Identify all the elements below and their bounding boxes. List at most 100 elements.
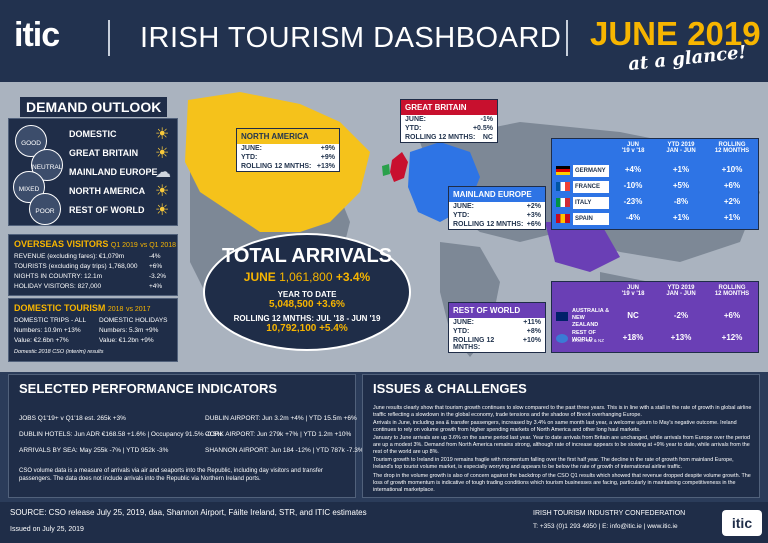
header: itic IRISH TOURISM DASHBOARD JUNE 2019 a… [0,0,768,82]
outlook-row-gb: GREAT BRITAIN [69,148,139,158]
domestic-note: Domestic 2018 CSO (interim) results [14,349,104,355]
gb-ytd: +0.5% [472,125,493,132]
country-label: AUSTRALIA & NEW ZEALAND [572,308,610,328]
row-table-row: REST OF WORLD EXCL. OZ & NZ +18% +13% +12% [552,328,760,350]
row-cell-ytd: -2% [673,311,689,320]
mainland-europe-callout: MAINLAND EUROPE JUNE: +2% YTD: +3% ROLLING… [448,186,546,230]
domestic-col2: DOMESTIC HOLIDAYS [99,317,168,324]
na-r12: +13% [316,163,335,170]
ireland-region [382,164,390,176]
row-cell-r12: +6% [723,311,741,320]
eu-title: MAINLAND EUROPE [449,187,545,202]
europe-table-row: ITALY -23% -8% +2% [552,195,760,211]
outlook-row-row: REST OF WORLD [69,205,145,215]
row-june: +11% [523,319,541,326]
europe-cell-r12: +10% [721,165,743,174]
cloud-icon: ☁ [155,164,171,181]
domestic-n2: Numbers: 5.3m +9% [99,327,159,334]
europe-cell-r12: +2% [723,197,741,206]
eu-col-r12: ROLLING 12 MONTHS [714,142,750,154]
row-june-label: JUNE: [453,319,475,326]
rest-of-world-region [545,222,620,272]
spi-panel: SELECTED PERFORMANCE INDICATORS JOBS Q1'… [8,374,364,498]
eu-ytd: +3% [526,212,541,219]
outlook-row-domestic: DOMESTIC [69,129,117,139]
europe-cell-jun: -10% [623,181,643,190]
overseas-vs: vs Q1 2018 [140,242,177,249]
country-label: REST OF WORLD [572,330,596,343]
month-title: JUNE 2019 [590,15,761,52]
issue-bullet: Tourism growth to Ireland in 2019 remain… [373,457,734,470]
row-ytd: +8% [526,328,541,335]
great-britain-region [390,152,408,182]
total-june-label: JUNE [243,270,276,284]
row-col-r12: ROLLING 12 MONTHS [714,285,750,297]
demand-outlook-panel: GOOD NEUTRAL MIXED POOR DOMESTIC GREAT B… [8,118,178,226]
spi-arrivals-sea: ARRIVALS BY SEA: May 255k -7% | YTD 952k… [19,447,169,454]
eu-r12: +6% [526,221,541,228]
gb-title: GREAT BRITAIN [401,100,497,115]
row-cell-r12: +12% [721,333,743,342]
gb-june: -1% [480,116,493,123]
na-ytd: +9% [320,154,335,161]
country-sublabel: EXCL. OZ & NZ [572,338,605,343]
spi-shannon-airport: SHANNON AIRPORT: Jun 184 -12% | YTD 787k… [205,447,364,454]
domestic-tourism-panel: DOMESTIC TOURISM 2018 vs 2017 DOMESTIC T… [8,298,178,362]
footer-issued: Issued on July 25, 2019 [10,526,84,533]
rest-of-world-table: JUN '19 v '18 YTD 2019 JAN - JUN ROLLING… [551,281,759,353]
gb-ytd-label: YTD: [405,125,422,132]
europe-table: JUN '19 v '18 YTD 2019 JAN - JUN ROLLING… [551,138,759,230]
outlook-row-europe: MAINLAND EUROPE [69,167,158,177]
issues-panel: ISSUES & CHALLENGES June results clearly… [362,374,760,498]
footer: SOURCE: CSO release July 25, 2019, daa, … [0,502,768,543]
domestic-period: 2018 [107,306,124,313]
europe-cell-r12: +1% [723,213,741,222]
row-cell-jun: +18% [622,333,644,342]
europe-table-row: SPAIN -4% +1% +1% [552,211,760,227]
europe-cell-ytd: +5% [672,181,690,190]
total-heading: TOTAL ARRIVALS [222,245,392,267]
eu-r12-label: ROLLING 12 MNTHS: [453,221,524,228]
domestic-vs: vs 2017 [125,306,151,313]
na-title: NORTH AMERICA [237,129,339,144]
outlook-row-na: NORTH AMERICA [69,186,146,196]
row-r12: +10% [522,337,541,344]
issue-bullet: June results clearly show that tourism g… [373,405,752,418]
issue-bullet: January to June arrivals are up 3.6% on … [373,435,750,455]
gb-june-label: JUNE: [405,116,427,123]
country-label: FRANCE [573,181,609,193]
issues-heading: ISSUES & CHALLENGES [373,381,527,396]
eu-col-jun: JUN '19 v '18 [621,142,645,154]
na-ytd-label: YTD: [241,154,258,161]
spi-dublin-airport: DUBLIN AIRPORT: Jun 3.2m +4% | YTD 15.5m… [205,415,357,422]
flag-icon [556,166,570,175]
footer-org: IRISH TOURISM INDUSTRY CONFEDERATION [533,510,686,517]
overseas-period: Q1 2019 [110,242,138,249]
overseas-row-value: -4% [149,253,161,260]
spi-cork-airport: CORK AIRPORT: Jun 279k +7% | YTD 1.2m +1… [205,431,352,438]
overseas-row-label: REVENUE (excluding fares): €1,079m [14,253,125,260]
divider [108,20,110,56]
flag-icon [556,182,570,191]
country-label: GERMANY [573,165,609,177]
issue-bullet: The drop in the volume growth is also of… [373,473,751,493]
row-col-jun: JUN '19 v '18 [621,285,645,297]
domestic-v2: Value: €1.2bn +9% [99,337,154,344]
row-title: REST OF WORLD [449,303,545,318]
itic-logo: itic [14,16,60,54]
sentiment-good: GOOD [15,125,47,157]
row-cell-ytd: +13% [670,333,692,342]
gb-r12-label: ROLLING 12 MNTHS: [405,134,476,141]
total-june: 1,061,800 [279,270,333,284]
footer-logo: itic [722,510,762,536]
spi-heading: SELECTED PERFORMANCE INDICATORS [19,381,278,396]
eu-june: +2% [526,203,541,210]
flag-icon [556,198,570,207]
rest-of-world-callout: REST OF WORLD JUNE: +11% YTD: +8% ROLLING … [448,302,546,353]
europe-cell-jun: -4% [625,213,641,222]
gb-r12: NC [482,134,493,141]
great-britain-callout: GREAT BRITAIN JUNE: -1% YTD: +0.5% ROLLING… [400,99,498,143]
sun-icon: ☀ [155,126,170,143]
na-june: +9% [320,145,335,152]
europe-cell-jun: -23% [623,197,643,206]
